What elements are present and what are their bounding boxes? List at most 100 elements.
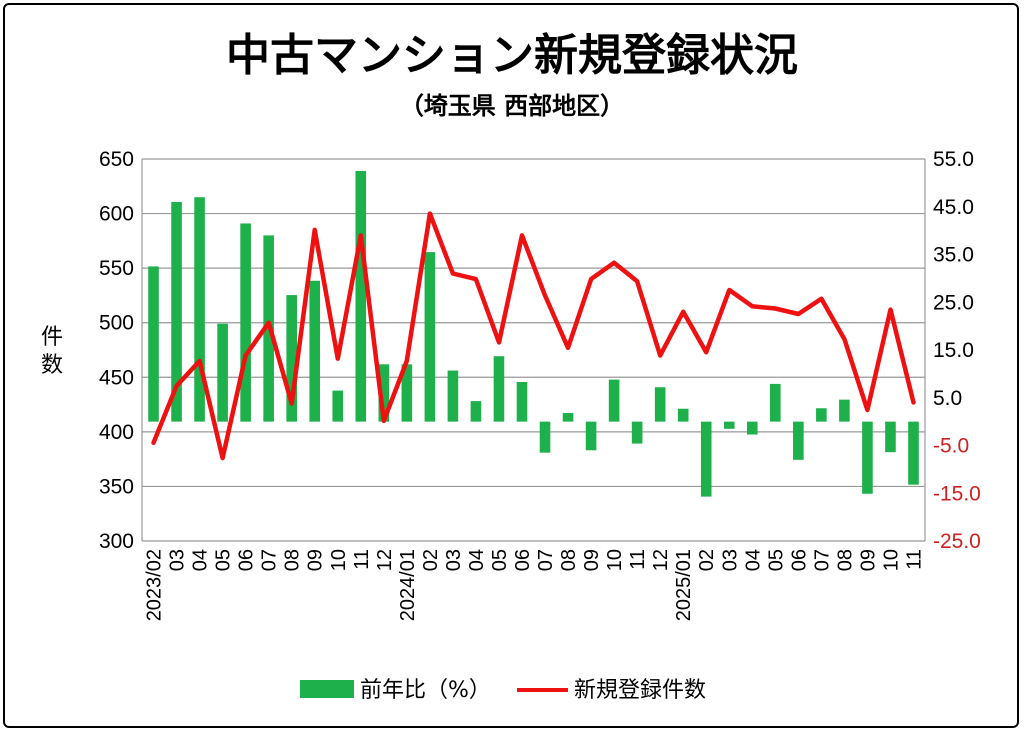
x-tick-8: 10 [328,549,350,571]
bar-1 [171,201,182,422]
left-tick-2: 400 [99,421,134,444]
right-tick-4: 15.0 [933,339,974,362]
bar-23 [677,408,689,422]
bar-22 [654,387,666,422]
x-tick-27: 05 [765,549,787,571]
x-tick-13: 03 [443,549,465,571]
bar-15 [493,356,505,422]
x-tick-20: 10 [604,549,626,571]
bar-8 [332,390,344,422]
x-tick-10: 12 [374,549,396,571]
bar-11 [401,364,413,422]
legend-bar-label: 前年比（%） [360,678,491,703]
y-axis-label-char-1: 件 [41,325,63,350]
x-tick-7: 09 [305,549,327,571]
x-tick-9: 11 [351,549,373,570]
left-tick-4: 500 [99,312,134,335]
bar-17 [539,421,551,453]
bar-20 [608,379,620,422]
bar-21 [631,421,643,444]
bar-32 [885,421,896,453]
x-tick-28: 06 [788,549,810,571]
x-tick-26: 04 [742,549,764,571]
chart-subtitle: （埼玉県 西部地区） [400,92,624,120]
x-tick-11: 2024/01 [397,549,419,621]
left-tick-5: 550 [99,257,134,280]
x-tick-30: 08 [834,549,856,571]
bar-16 [516,381,528,422]
x-tick-23: 2025/01 [673,549,695,621]
bar-28 [793,421,804,460]
bar-12 [424,252,436,422]
bar-29 [816,408,827,422]
bar-9 [355,170,367,422]
x-tick-29: 07 [811,549,833,571]
x-tick-3: 05 [213,549,235,571]
left-tick-0: 300 [99,530,134,553]
x-tick-4: 06 [236,549,258,571]
gridlines [141,158,926,542]
right-tick-8: 55.0 [933,148,974,171]
bar-33 [908,421,919,485]
x-tick-14: 04 [466,549,488,571]
bar-14 [470,401,482,422]
bar-25 [723,421,735,429]
x-tick-2: 04 [190,549,212,571]
left-tick-1: 350 [99,475,134,498]
bar-31 [862,421,873,494]
left-tick-6: 600 [99,203,134,226]
x-tick-0: 2023/02 [144,549,166,621]
bar-24 [700,421,712,497]
x-tick-6: 08 [282,549,304,571]
legend: 前年比（%） 新規登録件数 [300,678,706,703]
x-tick-25: 03 [719,549,741,571]
legend-bar-swatch [300,680,354,698]
right-tick-2: -5.0 [933,435,969,458]
right-axis-ticks: -25.0 -15.0 -5.0 5.0 15.0 25.0 35.0 45.0 55.0 [933,148,981,553]
x-tick-18: 08 [558,549,580,571]
right-tick-6: 35.0 [933,244,974,267]
bar-10 [378,364,390,422]
line-new-registrations [151,211,916,461]
left-axis-ticks: 300 350 400 450 500 550 600 650 [99,148,134,553]
chart-title: 中古マンション新規登録状況 [226,30,798,81]
x-tick-19: 09 [581,549,603,571]
right-tick-5: 25.0 [933,291,974,314]
bar-4 [240,223,251,422]
bar-19 [585,421,597,451]
right-tick-3: 5.0 [933,387,962,410]
x-tick-22: 12 [650,549,672,571]
x-tick-32: 10 [880,549,902,571]
right-tick-1: -15.0 [933,482,981,505]
left-tick-3: 450 [99,366,134,389]
line-series [151,211,916,461]
bar-series [148,170,919,497]
bar-3 [217,323,228,422]
x-tick-17: 07 [535,549,557,571]
x-tick-15: 05 [489,549,511,571]
x-tick-5: 07 [259,549,281,571]
y-axis-label-char-2: 数 [41,353,63,378]
bar-18 [562,413,574,422]
bar-0 [148,266,159,422]
bar-6 [286,295,297,422]
bar-26 [746,421,758,435]
x-tick-24: 02 [696,549,718,571]
legend-line-label: 新規登録件数 [574,678,706,703]
x-tick-16: 06 [512,549,534,571]
x-axis-ticks: 2023/02 03 04 05 06 07 08 09 10 11 12 2024/01 02 03 04… [144,549,926,621]
bar-7 [309,280,321,422]
bar-27 [770,383,781,422]
bar-2 [194,197,205,422]
right-tick-7: 45.0 [933,196,974,219]
x-tick-31: 09 [857,549,879,571]
right-tick-0: -25.0 [933,530,981,553]
bar-13 [447,370,459,422]
bar-30 [839,399,850,422]
left-tick-7: 650 [99,148,134,171]
x-tick-33: 11 [903,549,925,570]
x-tick-12: 02 [420,549,442,571]
x-tick-21: 11 [627,549,649,570]
x-tick-1: 03 [167,549,189,571]
